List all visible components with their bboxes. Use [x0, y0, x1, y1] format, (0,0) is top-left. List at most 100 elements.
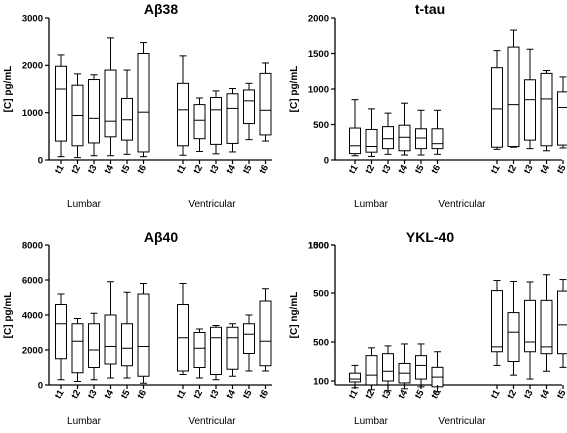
y-tick-label: 4000 [22, 310, 43, 321]
group-label-ventricular: Ventricular [438, 199, 486, 210]
box-iqr [540, 72, 553, 147]
box-t6-lumbar [137, 42, 150, 158]
x-tick-label: t3 [522, 163, 536, 176]
x-tick-label: t5 [119, 162, 133, 175]
group-label-lumbar: Lumbar [354, 416, 389, 427]
box-iqr [491, 290, 503, 353]
box-t3-ventricular [210, 325, 222, 381]
chart-title: Aβ40 [144, 229, 178, 245]
box-iqr [55, 65, 67, 142]
x-tick-label: t1 [489, 387, 503, 400]
box-t4-lumbar [104, 281, 117, 379]
y-tick-label: 500 [313, 337, 329, 348]
y-axis-label: [C] pg/mL [289, 66, 300, 113]
box-t2-ventricular [193, 328, 206, 379]
group-label-lumbar: Lumbar [67, 416, 102, 427]
box-t5-lumbar [415, 109, 427, 156]
box-t6-ventricular [259, 288, 272, 372]
box-t2-lumbar [71, 318, 84, 382]
box-iqr [365, 128, 378, 153]
box-t1-lumbar [55, 54, 67, 158]
x-tick-label: t2 [363, 163, 377, 176]
y-tick-label: 1000 [22, 108, 43, 119]
box-iqr [398, 124, 411, 152]
box-t1-ventricular [177, 55, 189, 156]
y-tick-label: 500 [313, 288, 329, 299]
box-t4-ventricular [226, 88, 239, 153]
box-iqr [349, 372, 361, 383]
box-iqr [88, 79, 100, 144]
box-iqr [365, 355, 378, 386]
x-tick-label: t2 [191, 163, 205, 176]
group-label-ventricular: Ventricular [188, 416, 236, 427]
box-iqr [104, 69, 117, 138]
box-t4-ventricular [540, 274, 553, 372]
box-iqr [104, 314, 117, 365]
box-iqr [243, 323, 255, 354]
y-axis-label: [C] pg/mL [3, 292, 14, 339]
x-tick-label: t1 [347, 162, 361, 175]
box-t5-ventricular [557, 76, 567, 149]
chart-title: Aβ38 [144, 1, 178, 17]
box-iqr [193, 104, 206, 140]
y-tick-label: 0 [38, 380, 43, 391]
x-tick-label: t5 [413, 162, 427, 175]
box-iqr [557, 290, 567, 355]
y-tick-label: 2000 [22, 345, 43, 356]
box-iqr [226, 93, 239, 144]
x-tick-label: t6 [429, 388, 443, 401]
y-axis-label: [C] pg/mL [3, 66, 14, 113]
box-t3-lumbar [88, 312, 100, 381]
box-t3-lumbar [382, 112, 394, 155]
x-tick-label: t3 [380, 388, 394, 401]
x-tick-label: t2 [363, 388, 377, 401]
x-tick-label: t2 [191, 388, 205, 401]
x-tick-label: t1 [347, 387, 361, 400]
group-label-ventricular: Ventricular [438, 416, 486, 427]
x-tick-label: t4 [224, 162, 238, 175]
box-iqr [193, 332, 206, 368]
box-iqr [524, 79, 536, 141]
y-tick-label: 500 [313, 120, 329, 131]
box-t3-ventricular [524, 281, 536, 380]
box-t2-ventricular [193, 97, 206, 152]
box-t1-ventricular [491, 50, 503, 150]
box-iqr [415, 128, 427, 150]
y-tick-label: 1000 [308, 240, 329, 251]
box-t5-lumbar [415, 343, 427, 388]
box-iqr [177, 82, 189, 147]
box-t3-ventricular [524, 48, 536, 150]
x-tick-label: t6 [257, 388, 271, 401]
x-tick-label: t6 [135, 388, 149, 401]
box-iqr [524, 299, 536, 353]
group-label-ventricular: Ventricular [188, 199, 236, 210]
box-iqr [243, 89, 255, 125]
box-iqr [507, 46, 520, 148]
box-t4-lumbar [398, 102, 411, 156]
y-tick-label: 0 [38, 155, 43, 166]
x-tick-label: t1 [53, 387, 67, 400]
box-iqr [137, 293, 150, 377]
box-t2-lumbar [365, 108, 378, 157]
x-tick-label: t4 [224, 387, 238, 400]
box-iqr [226, 326, 239, 370]
x-tick-label: t3 [522, 388, 536, 401]
x-tick-label: t6 [257, 163, 271, 176]
box-iqr [88, 323, 100, 368]
box-t2-lumbar [71, 73, 84, 159]
box-t6-ventricular [259, 62, 272, 142]
y-tick-label: 0 [324, 155, 329, 166]
x-tick-label: t4 [538, 387, 552, 400]
box-t1-ventricular [177, 283, 189, 375]
chart-title: t-tau [415, 1, 445, 17]
y-tick-label: 1500 [308, 49, 329, 60]
box-iqr [540, 299, 553, 355]
box-iqr [557, 91, 567, 146]
y-tick-label: 2000 [22, 61, 43, 72]
x-tick-label: t5 [555, 162, 567, 175]
box-iqr [259, 300, 272, 367]
box-t5-ventricular [243, 82, 255, 141]
box-iqr [71, 323, 84, 374]
